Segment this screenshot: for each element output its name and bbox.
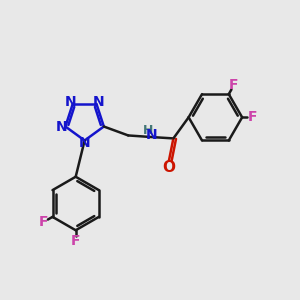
Text: N: N [64, 94, 76, 109]
Text: F: F [39, 215, 48, 229]
Text: N: N [79, 136, 90, 150]
Text: F: F [71, 234, 80, 248]
Text: O: O [162, 160, 176, 175]
Text: N: N [56, 119, 68, 134]
Text: N: N [145, 128, 157, 142]
Text: F: F [229, 78, 239, 92]
Text: H: H [143, 124, 153, 137]
Text: F: F [248, 110, 257, 124]
Text: N: N [93, 94, 105, 109]
